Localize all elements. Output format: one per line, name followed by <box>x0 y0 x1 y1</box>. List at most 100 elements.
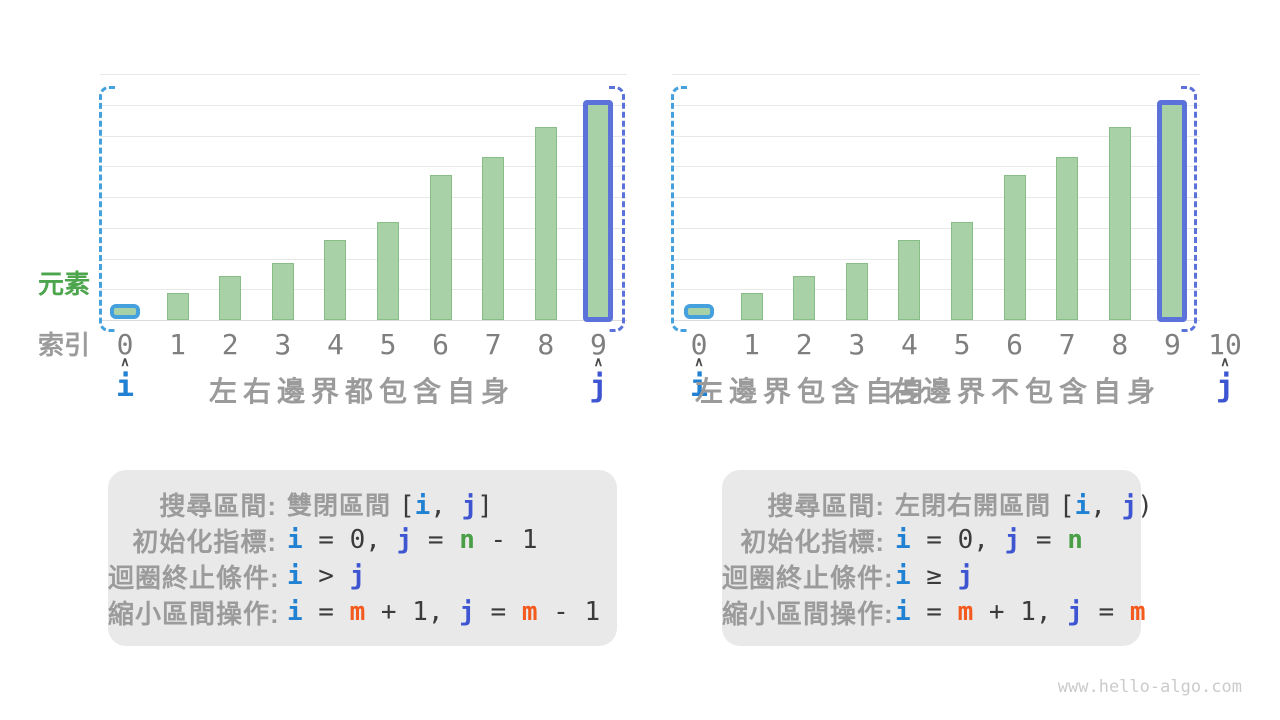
info-line: 縮小區間操作: i = m + 1, j = m - 1 <box>108 594 617 630</box>
formula-segment: n <box>1067 525 1083 555</box>
formula-segment: j <box>1121 491 1138 521</box>
formula-segment: m <box>1129 597 1146 627</box>
array-element-bar <box>1108 127 1131 320</box>
info-line-label: 迴圈終止條件: <box>108 562 280 593</box>
index-label: 4 <box>326 328 344 361</box>
index-label: 3 <box>274 328 292 361</box>
array-element-bar <box>898 240 921 320</box>
formula-segment: i <box>895 525 911 555</box>
formula-segment: ] <box>477 491 493 521</box>
formula-segment: , <box>1090 491 1122 521</box>
index-label: 2 <box>221 328 239 361</box>
gridline <box>672 74 1200 75</box>
array-element-bar <box>845 263 868 320</box>
info-line: 搜尋區間: 左閉右開區間 [i, j) <box>722 486 1153 522</box>
formula-segment: j <box>461 491 478 521</box>
interval-left-bracket <box>99 86 115 332</box>
formula-segment: m <box>957 597 974 627</box>
formula-segment: = 0, <box>302 525 397 555</box>
x-axis-label: 索引 <box>37 330 90 360</box>
highlighted-start-bar <box>110 304 140 319</box>
gridline <box>672 320 1200 321</box>
half-open-interval-info-box: 搜尋區間: 左閉右開區間 [i, j) 初始化指標: i = 0, j = n 迴圈終止… <box>722 470 1153 646</box>
array-element-bar <box>482 157 505 320</box>
info-line-formula: 雙閉區間 [i, j] <box>287 486 493 522</box>
info-line-label: 迴圈終止條件: <box>722 562 894 593</box>
formula-segment: i <box>287 561 303 591</box>
gridline <box>100 259 627 260</box>
index-label: 9 <box>1163 328 1181 361</box>
formula-segment: i <box>414 491 431 521</box>
info-line-formula: i = 0, j = n <box>895 525 1083 555</box>
formula-segment: j <box>459 597 475 627</box>
formula-segment: n <box>459 525 475 555</box>
formula-segment: m <box>349 597 366 627</box>
pointer-caret-icon: ∧ <box>120 354 130 369</box>
index-label: 0 <box>116 328 134 361</box>
formula-segment: - 1 <box>537 597 601 627</box>
gridline <box>100 136 627 137</box>
gridline <box>672 228 1200 229</box>
formula-segment: m <box>521 597 538 627</box>
index-label: 2 <box>795 328 813 361</box>
formula-segment: j <box>349 561 366 591</box>
boundary-caption: 左邊界包含自身 <box>694 376 934 407</box>
array-element-bar <box>429 175 452 320</box>
closed-interval-info-box: 搜尋區間: 雙閉區間 [i, j] 初始化指標: i = 0, j = n - 1 迴圈… <box>108 470 617 646</box>
gridline <box>100 289 627 290</box>
gridline <box>100 320 627 321</box>
formula-segment: = 0, <box>910 525 1005 555</box>
info-line-formula: i > j <box>287 561 365 591</box>
index-label: 6 <box>432 328 450 361</box>
array-element-bar <box>271 263 294 320</box>
formula-segment: i <box>895 561 911 591</box>
info-line: 縮小區間操作: i = m + 1, j = m <box>722 594 1145 630</box>
interval-right-bracket <box>1181 86 1197 332</box>
formula-segment: = <box>302 597 350 627</box>
formula-segment: = <box>910 597 958 627</box>
closed-interval-chart <box>100 74 627 322</box>
formula-segment: + 1, <box>973 597 1068 627</box>
formula-segment: , <box>430 491 462 521</box>
index-label: 10 <box>1208 328 1242 361</box>
pointer-caret-icon: ∧ <box>593 354 604 369</box>
formula-segment: j <box>957 561 974 591</box>
array-element-bar <box>534 127 557 320</box>
formula-segment: ) <box>1137 491 1153 521</box>
gridline <box>672 136 1200 137</box>
info-line-formula: i = m + 1, j = m - 1 <box>287 597 600 627</box>
index-label: 4 <box>900 328 918 361</box>
formula-segment: i <box>1074 491 1091 521</box>
pointer-caret-icon: ∧ <box>1220 354 1230 369</box>
highlighted-end-bar <box>583 100 614 322</box>
boundary-caption: 右邊界不包含自身 <box>888 376 1162 407</box>
formula-segment: = <box>1020 525 1068 555</box>
array-element-bar <box>1003 175 1026 320</box>
array-element-bar <box>793 276 816 320</box>
array-element-bar <box>219 276 242 320</box>
formula-segment: - 1 <box>474 525 538 555</box>
formula-segment: = <box>412 525 460 555</box>
info-line-formula: i = m + 1, j = m <box>895 597 1145 627</box>
array-element-bar <box>1056 157 1079 320</box>
boundary-caption: 左右邊界都包含自身 <box>208 376 516 407</box>
gridline <box>100 105 627 106</box>
info-line: 初始化指標: i = 0, j = n <box>722 522 1141 558</box>
info-line-label: 搜尋區間: <box>767 490 885 521</box>
formula-segment: i <box>287 597 303 627</box>
formula-segment: j <box>1067 597 1083 627</box>
gridline <box>672 166 1200 167</box>
index-label: 3 <box>848 328 866 361</box>
formula-segment: 左閉右開區間 <box>895 492 1059 520</box>
interval-right-bracket <box>609 86 625 332</box>
watermark: www.hello-algo.com <box>1057 677 1242 697</box>
info-line-label: 搜尋區間: <box>159 490 277 521</box>
index-label: 1 <box>743 328 761 361</box>
info-line-label: 縮小區間操作: <box>722 598 894 629</box>
formula-segment: i <box>895 597 911 627</box>
formula-segment: = <box>474 597 522 627</box>
index-label: 1 <box>169 328 187 361</box>
index-label: 5 <box>953 328 971 361</box>
array-element-bar <box>377 222 399 320</box>
index-label: 5 <box>379 328 397 361</box>
